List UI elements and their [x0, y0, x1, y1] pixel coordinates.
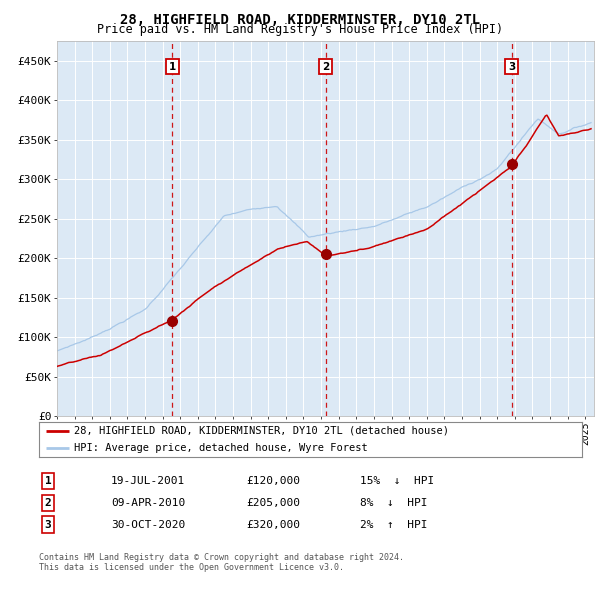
Text: 2: 2: [322, 61, 329, 71]
Text: 09-APR-2010: 09-APR-2010: [111, 498, 185, 507]
Text: 1: 1: [169, 61, 176, 71]
Text: £205,000: £205,000: [246, 498, 300, 507]
Text: Price paid vs. HM Land Registry's House Price Index (HPI): Price paid vs. HM Land Registry's House …: [97, 23, 503, 36]
Text: 3: 3: [44, 520, 52, 529]
Text: This data is licensed under the Open Government Licence v3.0.: This data is licensed under the Open Gov…: [39, 563, 344, 572]
Text: 8%  ↓  HPI: 8% ↓ HPI: [360, 498, 427, 507]
Text: Contains HM Land Registry data © Crown copyright and database right 2024.: Contains HM Land Registry data © Crown c…: [39, 553, 404, 562]
Text: 30-OCT-2020: 30-OCT-2020: [111, 520, 185, 529]
Text: 2%  ↑  HPI: 2% ↑ HPI: [360, 520, 427, 529]
Text: 3: 3: [508, 61, 515, 71]
Text: HPI: Average price, detached house, Wyre Forest: HPI: Average price, detached house, Wyre…: [74, 444, 368, 453]
Text: 28, HIGHFIELD ROAD, KIDDERMINSTER, DY10 2TL: 28, HIGHFIELD ROAD, KIDDERMINSTER, DY10 …: [120, 13, 480, 27]
Text: £320,000: £320,000: [246, 520, 300, 529]
Text: 15%  ↓  HPI: 15% ↓ HPI: [360, 476, 434, 486]
Text: £120,000: £120,000: [246, 476, 300, 486]
Text: 19-JUL-2001: 19-JUL-2001: [111, 476, 185, 486]
Text: 2: 2: [44, 498, 52, 507]
Text: 1: 1: [44, 476, 52, 486]
Text: 28, HIGHFIELD ROAD, KIDDERMINSTER, DY10 2TL (detached house): 28, HIGHFIELD ROAD, KIDDERMINSTER, DY10 …: [74, 426, 449, 435]
